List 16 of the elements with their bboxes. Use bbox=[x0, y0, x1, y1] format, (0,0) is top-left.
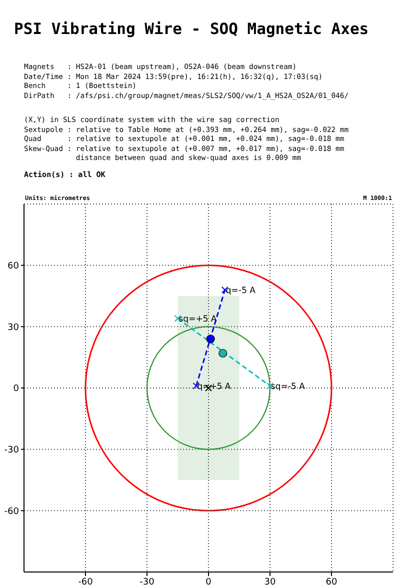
y-tick-label: 60 bbox=[8, 262, 20, 272]
x-tick-label: -60 bbox=[78, 577, 94, 585]
x-tick-label: 0 bbox=[206, 577, 212, 585]
chart-title: PSI Vibrating Wire - SOQ Magnetic Axes bbox=[14, 20, 369, 38]
annotation: q=-5 A bbox=[226, 286, 256, 296]
annotation: sq=+5 A bbox=[178, 314, 217, 325]
point bbox=[206, 334, 215, 344]
x-tick-label: 30 bbox=[264, 577, 276, 585]
x-tick-label: -30 bbox=[140, 577, 155, 585]
y-tick-label: 0 bbox=[13, 384, 20, 394]
annotation: sq=-5 A bbox=[271, 382, 306, 392]
x-tick-label: 60 bbox=[326, 577, 338, 585]
y-tick-label: 30 bbox=[8, 322, 20, 333]
y-tick-label: -60 bbox=[4, 506, 20, 517]
point bbox=[218, 348, 228, 358]
y-tick-label: -30 bbox=[4, 446, 20, 456]
